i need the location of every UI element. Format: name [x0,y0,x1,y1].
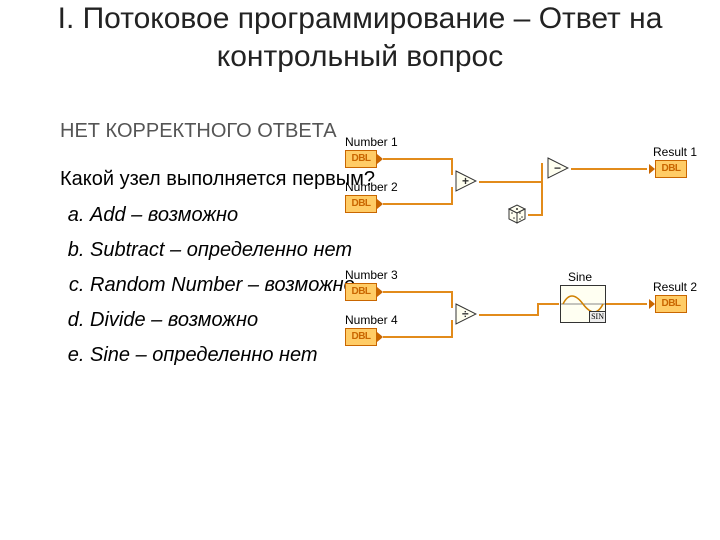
slide: I. Потоковое программирование – Ответ на… [0,0,720,540]
question-text: Какой узел выполняется первым? [60,168,375,191]
terminal-num3: DBL [345,283,377,301]
svg-text:÷: ÷ [462,307,469,321]
svg-text:+: + [462,174,469,188]
wire [451,291,453,308]
wire [383,336,453,338]
wire [541,173,543,216]
terminal-label-num1: Number 1 [345,135,398,149]
terminal-label-res1: Result 1 [653,145,697,159]
div-node: ÷ [455,303,477,325]
no-correct-answer: НЕТ КОРРЕКТНОГО ОТВЕТА [60,120,337,143]
wire [451,187,453,205]
answer-c: Random Number – возможно [90,270,355,301]
answer-b: Subtract – определенно нет [90,235,355,266]
wire [479,314,539,316]
terminal-res2: DBL [655,295,687,313]
wire [383,158,453,160]
wire [606,303,647,305]
wire [571,168,647,170]
svg-text:−: − [554,161,561,175]
answer-list: Add – возможно Subtract – определенно не… [90,200,355,375]
labview-diagram: Number 1DBLNumber 2DBLResult 1DBLNumber … [335,135,710,395]
answer-a: Add – возможно [90,200,355,231]
wire [537,303,559,305]
wire [451,320,453,338]
terminal-num2: DBL [345,195,377,213]
answer-d: Divide – возможно [90,305,355,336]
sine-label: Sine [568,270,592,284]
sub-node: − [547,157,569,179]
terminal-num1: DBL [345,150,377,168]
terminal-label-res2: Result 2 [653,280,697,294]
wire [383,291,453,293]
answer-e: Sine – определенно нет [90,340,355,371]
terminal-res1: DBL [655,160,687,178]
random-number-icon [505,203,527,225]
terminal-num4: DBL [345,328,377,346]
terminal-label-num2: Number 2 [345,180,398,194]
wire [479,181,543,183]
slide-title: I. Потоковое программирование – Ответ на… [0,0,720,75]
add-node: + [455,170,477,192]
wire [383,203,453,205]
sine-node: SIN [560,285,606,323]
terminal-label-num4: Number 4 [345,313,398,327]
wire [451,158,453,175]
terminal-label-num3: Number 3 [345,268,398,282]
